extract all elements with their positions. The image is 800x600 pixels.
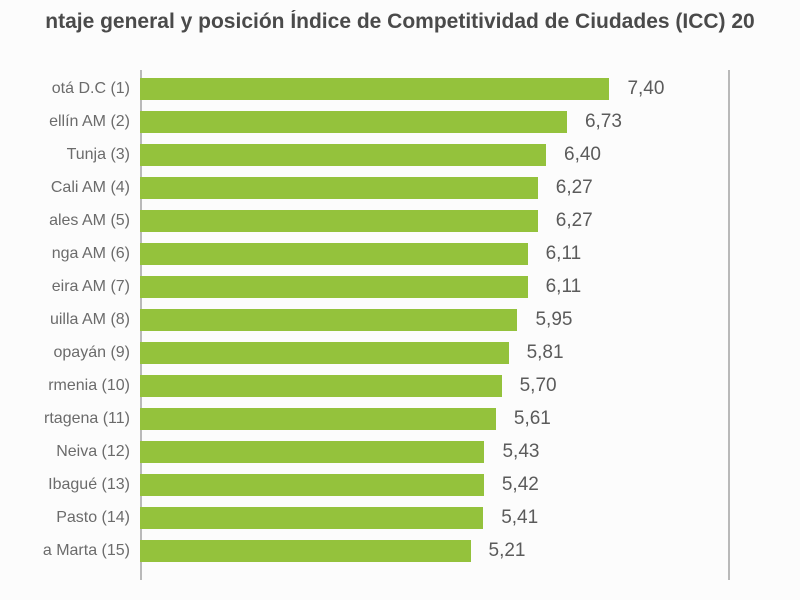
bar	[140, 78, 609, 100]
category-label: ellín AM (2)	[49, 113, 130, 131]
bar-row: 5,70	[140, 375, 730, 397]
bar-value: 5,43	[502, 441, 539, 463]
bar	[140, 210, 538, 232]
bar-row: 6,11	[140, 276, 730, 298]
bar-value: 5,21	[489, 540, 526, 562]
bar	[140, 276, 528, 298]
bar	[140, 309, 517, 331]
bar-row: 6,27	[140, 210, 730, 232]
bar-value: 6,40	[564, 144, 601, 166]
bar-row: 5,43	[140, 441, 730, 463]
category-label: uilla AM (8)	[50, 311, 130, 329]
bar-row: 5,41	[140, 507, 730, 529]
bar-row: 5,95	[140, 309, 730, 331]
category-label: Cali AM (4)	[51, 179, 130, 197]
category-label: Pasto (14)	[56, 509, 130, 527]
bar-value: 6,11	[546, 276, 582, 298]
chart-title: ntaje general y posición Índice de Compe…	[0, 10, 800, 34]
bar	[140, 375, 502, 397]
bar-value: 6,27	[556, 210, 593, 232]
bar	[140, 144, 546, 166]
category-label: rtagena (11)	[44, 410, 130, 428]
category-label: rmenia (10)	[48, 377, 130, 395]
category-label: Neiva (12)	[56, 443, 130, 461]
bar-value: 6,27	[556, 177, 593, 199]
bar-row: 5,42	[140, 474, 730, 496]
category-label: eira AM (7)	[52, 278, 130, 296]
bar-row: 6,40	[140, 144, 730, 166]
bar	[140, 441, 484, 463]
bar	[140, 540, 471, 562]
bar	[140, 243, 528, 265]
bar-row: 5,61	[140, 408, 730, 430]
bar-row: 6,27	[140, 177, 730, 199]
bar	[140, 342, 509, 364]
category-label: otá D.C (1)	[52, 80, 130, 98]
bar-value: 5,81	[527, 342, 564, 364]
category-label: a Marta (15)	[43, 542, 130, 560]
bar-row: 6,73	[140, 111, 730, 133]
bar-value: 5,95	[535, 309, 572, 331]
plot-area: 7,406,73 6,40 6,27 6,27 6,11 6,11 5,95 5,81 5,70…	[140, 70, 730, 580]
bar	[140, 507, 483, 529]
category-label: Ibagué (13)	[48, 476, 130, 494]
bar-row: 5,21	[140, 540, 730, 562]
bar-row: 5,81	[140, 342, 730, 364]
bar	[140, 111, 567, 133]
bar-value: 5,70	[520, 375, 557, 397]
bar-value: 5,61	[514, 408, 551, 430]
category-label: opayán (9)	[54, 344, 131, 362]
bar-value: 5,42	[502, 474, 539, 496]
chart-container: ntaje general y posición Índice de Compe…	[0, 0, 800, 600]
category-label: ales AM (5)	[49, 212, 130, 230]
bar	[140, 177, 538, 199]
category-label: Tunja (3)	[67, 146, 130, 164]
bar-value: 5,41	[501, 507, 538, 529]
bar	[140, 474, 484, 496]
bar-row: 7,40	[140, 78, 730, 100]
category-label: nga AM (6)	[52, 245, 130, 263]
bar-value: 7,40	[627, 78, 664, 100]
bar	[140, 408, 496, 430]
bar-value: 6,11	[546, 243, 582, 265]
bar-row: 6,11	[140, 243, 730, 265]
bar-value: 6,73	[585, 111, 622, 133]
